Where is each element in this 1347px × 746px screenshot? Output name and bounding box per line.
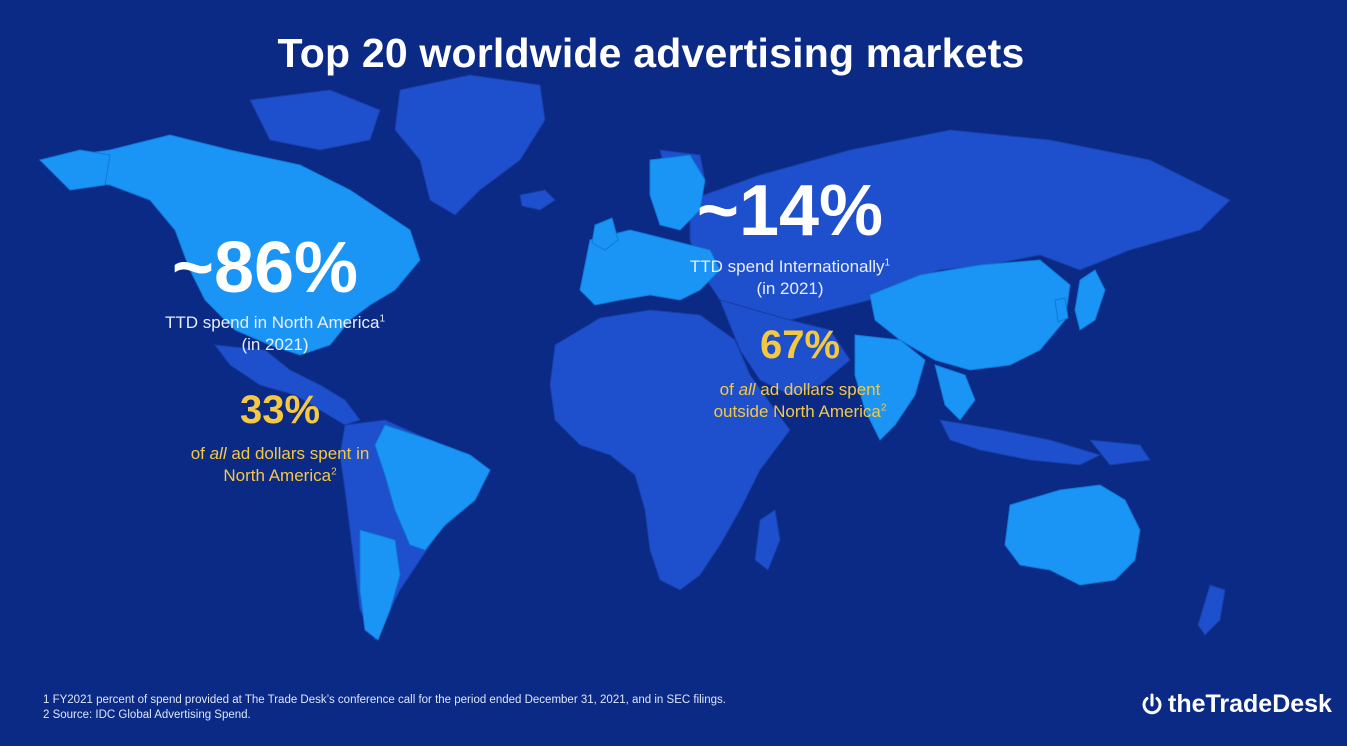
land-korea <box>1054 297 1069 323</box>
international-caption-line2: (in 2021) <box>756 279 824 298</box>
land-greenland <box>394 74 546 216</box>
north-america-ad-share: 33% <box>239 388 321 432</box>
land-scandinavia <box>649 154 706 231</box>
north-america-ad-caption-line2: North America <box>223 466 332 485</box>
international-ad-caption-post: ad dollars spent <box>755 380 881 399</box>
north-america-caption-line2: (in 2021) <box>241 335 309 354</box>
footnotes: 1 FY2021 percent of spend provided at Th… <box>43 693 726 723</box>
international-ad-share: 67% <box>759 323 841 367</box>
north-america-ad-caption: of all ad dollars spent in North America… <box>140 443 420 487</box>
north-america-ad-caption-post: ad dollars spent in <box>226 444 370 463</box>
land-southeast-asia <box>934 364 976 421</box>
land-india <box>854 334 926 441</box>
north-america-caption-line1: TTD spend in North America <box>164 313 380 332</box>
power-icon <box>1142 693 1162 714</box>
land-southern-cone <box>359 529 401 641</box>
land-brazil <box>374 424 491 551</box>
land-uk <box>591 217 619 251</box>
land-japan <box>1074 269 1106 331</box>
land-indonesia <box>939 419 1102 466</box>
land-papua <box>1088 439 1151 466</box>
international-share: ~14% <box>696 171 884 251</box>
footnote-2: 2 Source: IDC Global Advertising Spend. <box>43 709 251 721</box>
north-america-ad-caption-em: all <box>209 444 227 463</box>
land-alaska <box>39 149 111 191</box>
north-america-ad-caption-sup: 2 <box>331 466 337 478</box>
footnote-1: 1 FY2021 percent of spend provided at Th… <box>43 694 726 706</box>
land-iceland <box>519 189 556 211</box>
land-europe <box>579 229 721 306</box>
international-caption: TTD spend Internationally1 (in 2021) <box>640 256 940 300</box>
page-title: Top 20 worldwide advertising markets <box>277 30 1025 76</box>
international-ad-caption-em: all <box>738 380 756 399</box>
north-america-caption-sup: 1 <box>379 313 386 325</box>
land-mexico <box>213 344 361 426</box>
land-north-america <box>38 134 421 356</box>
international-ad-caption-pre: of <box>719 380 739 399</box>
land-arctic-islands <box>249 89 381 151</box>
international-caption-sup: 1 <box>884 257 891 269</box>
international-ad-caption-sup: 2 <box>880 402 887 414</box>
land-madagascar <box>754 509 781 571</box>
international-ad-caption-line2: outside North America <box>713 402 881 421</box>
north-america-caption: TTD spend in North America1 (in 2021) <box>110 312 440 356</box>
international-caption-line1: TTD spend Internationally <box>689 257 885 276</box>
north-america-share: ~86% <box>171 228 359 308</box>
land-middle-east <box>719 299 851 396</box>
land-africa <box>549 309 791 591</box>
international-ad-caption: of all ad dollars spent outside North Am… <box>660 379 940 423</box>
land-australia <box>1004 484 1141 586</box>
land-new-zealand <box>1197 584 1226 636</box>
logo-text: theTradeDesk <box>1168 690 1332 718</box>
north-america-ad-caption-pre: of <box>190 444 210 463</box>
trade-desk-logo: theTradeDesk <box>1140 690 1332 719</box>
